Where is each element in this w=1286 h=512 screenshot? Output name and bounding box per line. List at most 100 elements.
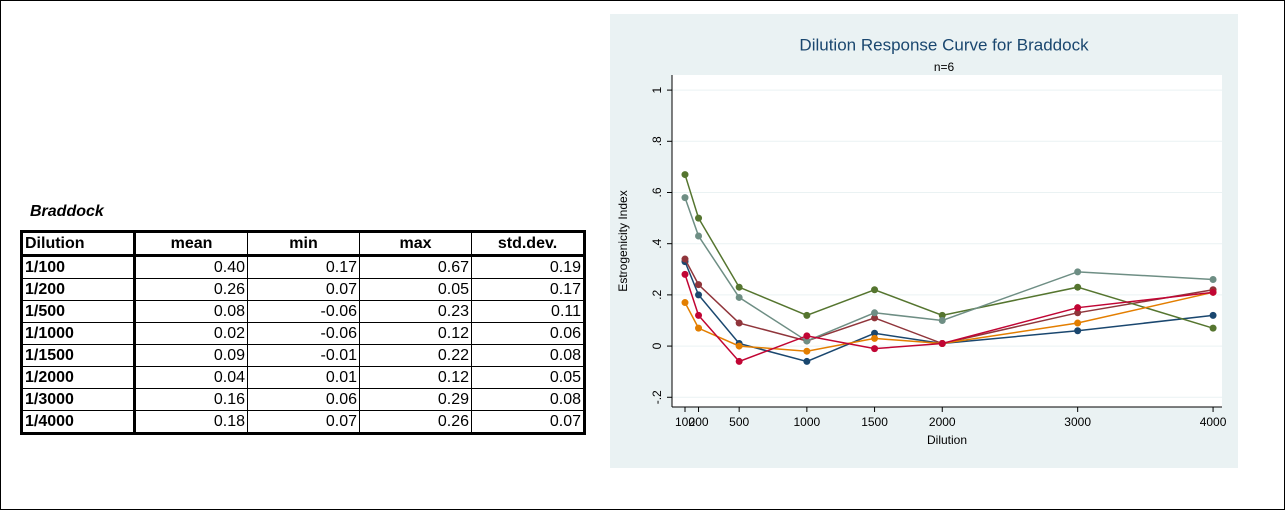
y-tick-label: .8 [650, 136, 664, 146]
series-line [684, 274, 1214, 363]
data-point [1209, 288, 1217, 296]
data-point [681, 299, 689, 307]
data-point [735, 342, 743, 350]
data-point [735, 283, 743, 291]
table-row: 1/4000 0.18 0.07 0.26 0.07 [21, 410, 585, 434]
y-tick-label: -.2 [650, 390, 664, 404]
table-cell: 0.26 [134, 278, 248, 301]
data-point [871, 286, 879, 294]
data-point [681, 270, 689, 278]
y-tick-label: .2 [650, 290, 664, 300]
y-axis-label: Estrogenicity Index [616, 190, 630, 291]
plot-area [672, 75, 1222, 407]
table-cell: 0.02 [134, 322, 248, 345]
table-row: 1/100 0.40 0.17 0.67 0.19 [21, 255, 585, 279]
data-point [803, 311, 811, 319]
data-point [871, 345, 879, 353]
x-tick-label: 1500 [861, 415, 888, 429]
data-point [803, 347, 811, 355]
data-point [695, 311, 703, 319]
x-tick-label: 500 [729, 415, 749, 429]
data-point [1074, 283, 1082, 291]
x-tick-label: 3000 [1064, 415, 1091, 429]
column-header: Dilution [21, 231, 136, 257]
data-point [735, 357, 743, 365]
data-point [681, 255, 689, 263]
x-axis-label: Dilution [927, 433, 967, 447]
table-cell: 0.09 [134, 344, 248, 367]
data-point [695, 291, 703, 299]
table-cell: 0.08 [471, 388, 585, 411]
data-point [938, 316, 946, 324]
table-cell: 1/1500 [21, 344, 136, 367]
data-point [681, 194, 689, 202]
table-row: 1/1000 0.02 -0.06 0.12 0.06 [21, 322, 585, 345]
table-cell: -0.01 [247, 344, 360, 367]
data-point [803, 332, 811, 340]
data-point [871, 334, 879, 342]
table-cell: 0.12 [359, 366, 472, 389]
data-point [871, 309, 879, 317]
data-point [871, 314, 879, 322]
chart-subtitle: n=6 [934, 60, 955, 74]
y-tick-label: .6 [650, 187, 664, 197]
table-cell: 0.06 [471, 322, 585, 345]
table-caption: Braddock [30, 203, 104, 220]
y-tick-label: 0 [650, 342, 664, 349]
table-cell: 0.18 [134, 410, 248, 434]
table-row: 1/2000 0.04 0.01 0.12 0.05 [21, 366, 585, 389]
table-cell: 1/100 [21, 255, 136, 279]
data-point [681, 171, 689, 179]
data-point [695, 324, 703, 332]
column-header: min [247, 231, 360, 257]
data-point [1074, 327, 1082, 335]
table-cell: 0.07 [471, 410, 585, 434]
data-point [695, 281, 703, 289]
column-header: mean [134, 231, 248, 257]
x-tick-label: 2000 [929, 415, 956, 429]
data-point [1074, 304, 1082, 312]
x-tick-label: 4000 [1200, 415, 1227, 429]
table-row: 1/500 0.08 -0.06 0.23 0.11 [21, 300, 585, 323]
table-cell: 0.23 [359, 300, 472, 323]
table-cell: 1/500 [21, 300, 136, 323]
data-point [1074, 319, 1082, 327]
data-point [735, 293, 743, 301]
y-tick-label: 1 [650, 86, 664, 93]
data-point [1209, 276, 1217, 284]
summary-table: Dilution mean min max std.dev. 1/100 0.40 0.17 0… [20, 230, 586, 435]
series-line [684, 258, 1214, 345]
data-point [1074, 268, 1082, 276]
data-point [938, 340, 946, 348]
data-point [1074, 309, 1082, 317]
header-row: Dilution mean min max std.dev. [21, 231, 585, 257]
data-point [871, 329, 879, 337]
series-line [684, 197, 1214, 342]
y-tick-label: .4 [650, 238, 664, 248]
x-tick-label: 200 [689, 415, 709, 429]
table-cell: 1/200 [21, 278, 136, 301]
series-line [684, 261, 1214, 363]
x-tick-label: 1000 [794, 415, 821, 429]
table-row: 1/1500 0.09 -0.01 0.22 0.08 [21, 344, 585, 367]
data-point [695, 214, 703, 222]
table-cell: 0.08 [134, 300, 248, 323]
data-point [1209, 324, 1217, 332]
series-line [684, 174, 1214, 329]
data-point [938, 311, 946, 319]
series-line [684, 291, 1214, 352]
table-cell: 0.26 [359, 410, 472, 434]
table-cell: 1/4000 [21, 410, 136, 434]
table-cell: 0.19 [471, 255, 585, 279]
data-point [695, 232, 703, 240]
data-point [803, 357, 811, 365]
x-tick-label: 100 [675, 415, 695, 429]
data-point [803, 337, 811, 345]
data-point [735, 319, 743, 327]
chart-title: Dilution Response Curve for Braddock [799, 35, 1089, 54]
table-cell: 0.05 [471, 366, 585, 389]
table-cell: 0.67 [359, 255, 472, 279]
